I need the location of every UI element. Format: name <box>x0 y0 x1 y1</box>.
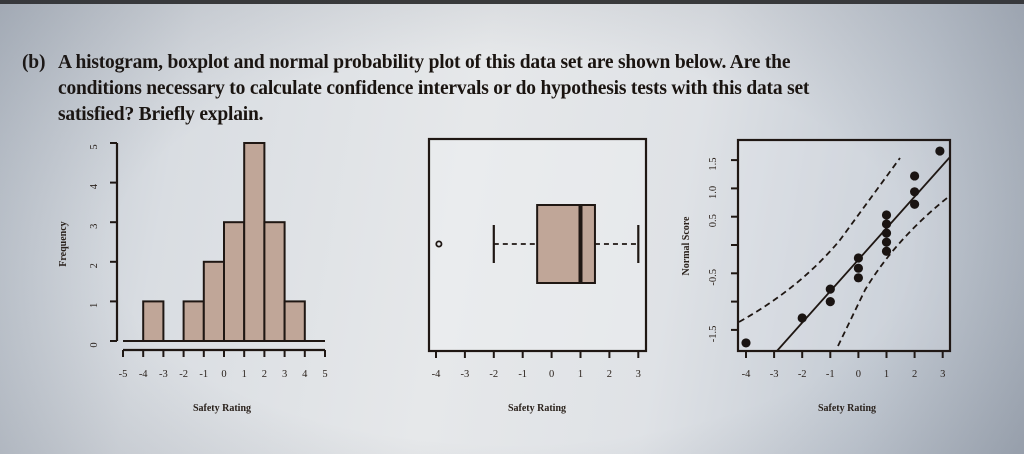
probplot-point <box>910 171 920 181</box>
boxplot-outlier <box>435 240 443 248</box>
probplot-x-tick-label: 0 <box>856 369 861 380</box>
probplot-point <box>881 228 892 238</box>
probplot-point <box>881 237 892 247</box>
histogram: 0 1 2 3 4 5 Frequency -5 -4 -3 -2 -1 0 1 2 3 4 5 Safety Ra… <box>58 142 328 414</box>
histogram-y-tick-label: 0 <box>89 342 100 347</box>
boxplot-x-tick-label: 3 <box>636 369 641 380</box>
question-line-1-text: A histogram, boxplot and normal probabil… <box>58 52 791 73</box>
probplot-point <box>797 313 807 323</box>
probplot-x-tick-label: 2 <box>912 369 917 380</box>
boxplot-x-tick-label: 1 <box>578 369 583 380</box>
histogram-y-axis-title: Frequency <box>58 221 69 266</box>
probplot-x-tick-label: 1 <box>884 369 889 380</box>
histogram-y-tick-label: 5 <box>89 144 100 149</box>
probplot-point <box>881 210 892 220</box>
probplot-x-tick-label: -2 <box>798 369 807 380</box>
probplot-x-tick-label: -4 <box>742 369 751 380</box>
histogram-x-tick-label: -4 <box>139 369 148 380</box>
boxplot-x-tick-label: -3 <box>461 369 470 380</box>
histogram-bar <box>283 300 306 342</box>
histogram-y-tick-label: 4 <box>89 183 100 189</box>
probplot-point <box>853 263 864 273</box>
boxplot-x-tick-label: -1 <box>518 369 527 380</box>
question-line-3: satisfied? Briefly explain. <box>58 104 264 125</box>
probplot-point <box>910 199 920 209</box>
boxplot-x-tick-label: -2 <box>489 369 498 380</box>
probplot-point <box>935 146 945 156</box>
probplot-frame <box>736 138 952 353</box>
probplot-point <box>825 297 835 307</box>
histogram-y-tick-label: 3 <box>89 224 100 229</box>
histogram-bar <box>243 142 266 342</box>
histogram-x-tick-label: 2 <box>262 369 267 380</box>
boxplot-x-tick-label: 0 <box>549 369 554 380</box>
probplot-upper-band <box>738 157 901 323</box>
probplot-point <box>853 273 864 283</box>
question-line-1: (b) A histogram, boxplot and normal proba… <box>22 50 1002 76</box>
probplot-x-axis-title: Safety Rating <box>818 403 876 414</box>
boxplot-x-axis-title: Safety Rating <box>508 403 566 414</box>
probplot-y-tick-label: 1.5 <box>708 158 719 171</box>
histogram-x-tick-label: -1 <box>199 369 208 380</box>
histogram-y-tick-label: 1 <box>89 303 100 308</box>
probplot-y-tick-label: -0.5 <box>708 269 719 286</box>
probplot-x-tick-label: 3 <box>940 369 945 380</box>
histogram-bar <box>223 221 246 342</box>
histogram-bar <box>142 300 165 342</box>
histogram-x-tick-label: 1 <box>242 369 247 380</box>
boxplot-x-tick-label: 2 <box>607 369 612 380</box>
boxplot: -4 -3 -2 -1 0 1 2 3 Safety Rating <box>427 137 648 414</box>
probplot-y-tick-label: 0.5 <box>708 214 719 227</box>
probplot-point <box>910 187 920 197</box>
probplot-y-axis-title: Normal Score <box>681 216 692 276</box>
probplot-x-tick-label: -3 <box>770 369 779 380</box>
probplot-point <box>881 246 892 256</box>
histogram-x-tick-label: 3 <box>282 369 287 380</box>
normal-probability-plot: 1.5 1.0 0.5 -0.5 -1.5 Normal Score -4 -3 -2 -1 0 1 2… <box>681 138 952 414</box>
question-line-2: conditions necessary to calculate confid… <box>58 78 810 99</box>
probplot-point <box>741 338 751 348</box>
question-text: (b) A histogram, boxplot and normal proba… <box>22 50 1002 128</box>
histogram-bar <box>263 221 286 342</box>
probplot-y-tick-label: 1.0 <box>708 186 719 199</box>
probplot-point <box>825 284 835 294</box>
histogram-x-axis-title: Safety Rating <box>193 403 251 414</box>
histogram-x-tick-label: 4 <box>302 369 308 380</box>
histogram-x-tick-label: -5 <box>119 369 128 380</box>
boxplot-x-tick-label: -4 <box>432 369 441 380</box>
probplot-x-tick-label: -1 <box>826 369 835 380</box>
probplot-y-tick-label: -1.5 <box>708 326 719 343</box>
histogram-x-tick-label: -2 <box>179 369 188 380</box>
boxplot-box <box>536 204 596 284</box>
probplot-point <box>853 253 864 263</box>
question-label: (b) <box>22 52 46 73</box>
histogram-y-tick-label: 2 <box>89 263 100 268</box>
histogram-x-tick-label: 5 <box>322 369 327 380</box>
histogram-bar <box>182 300 205 342</box>
histogram-x-tick-label: 0 <box>221 369 226 380</box>
probplot-point <box>881 219 892 229</box>
histogram-x-tick-label: -3 <box>159 369 168 380</box>
screen-top-edge <box>0 0 1024 4</box>
histogram-bar <box>202 260 226 342</box>
